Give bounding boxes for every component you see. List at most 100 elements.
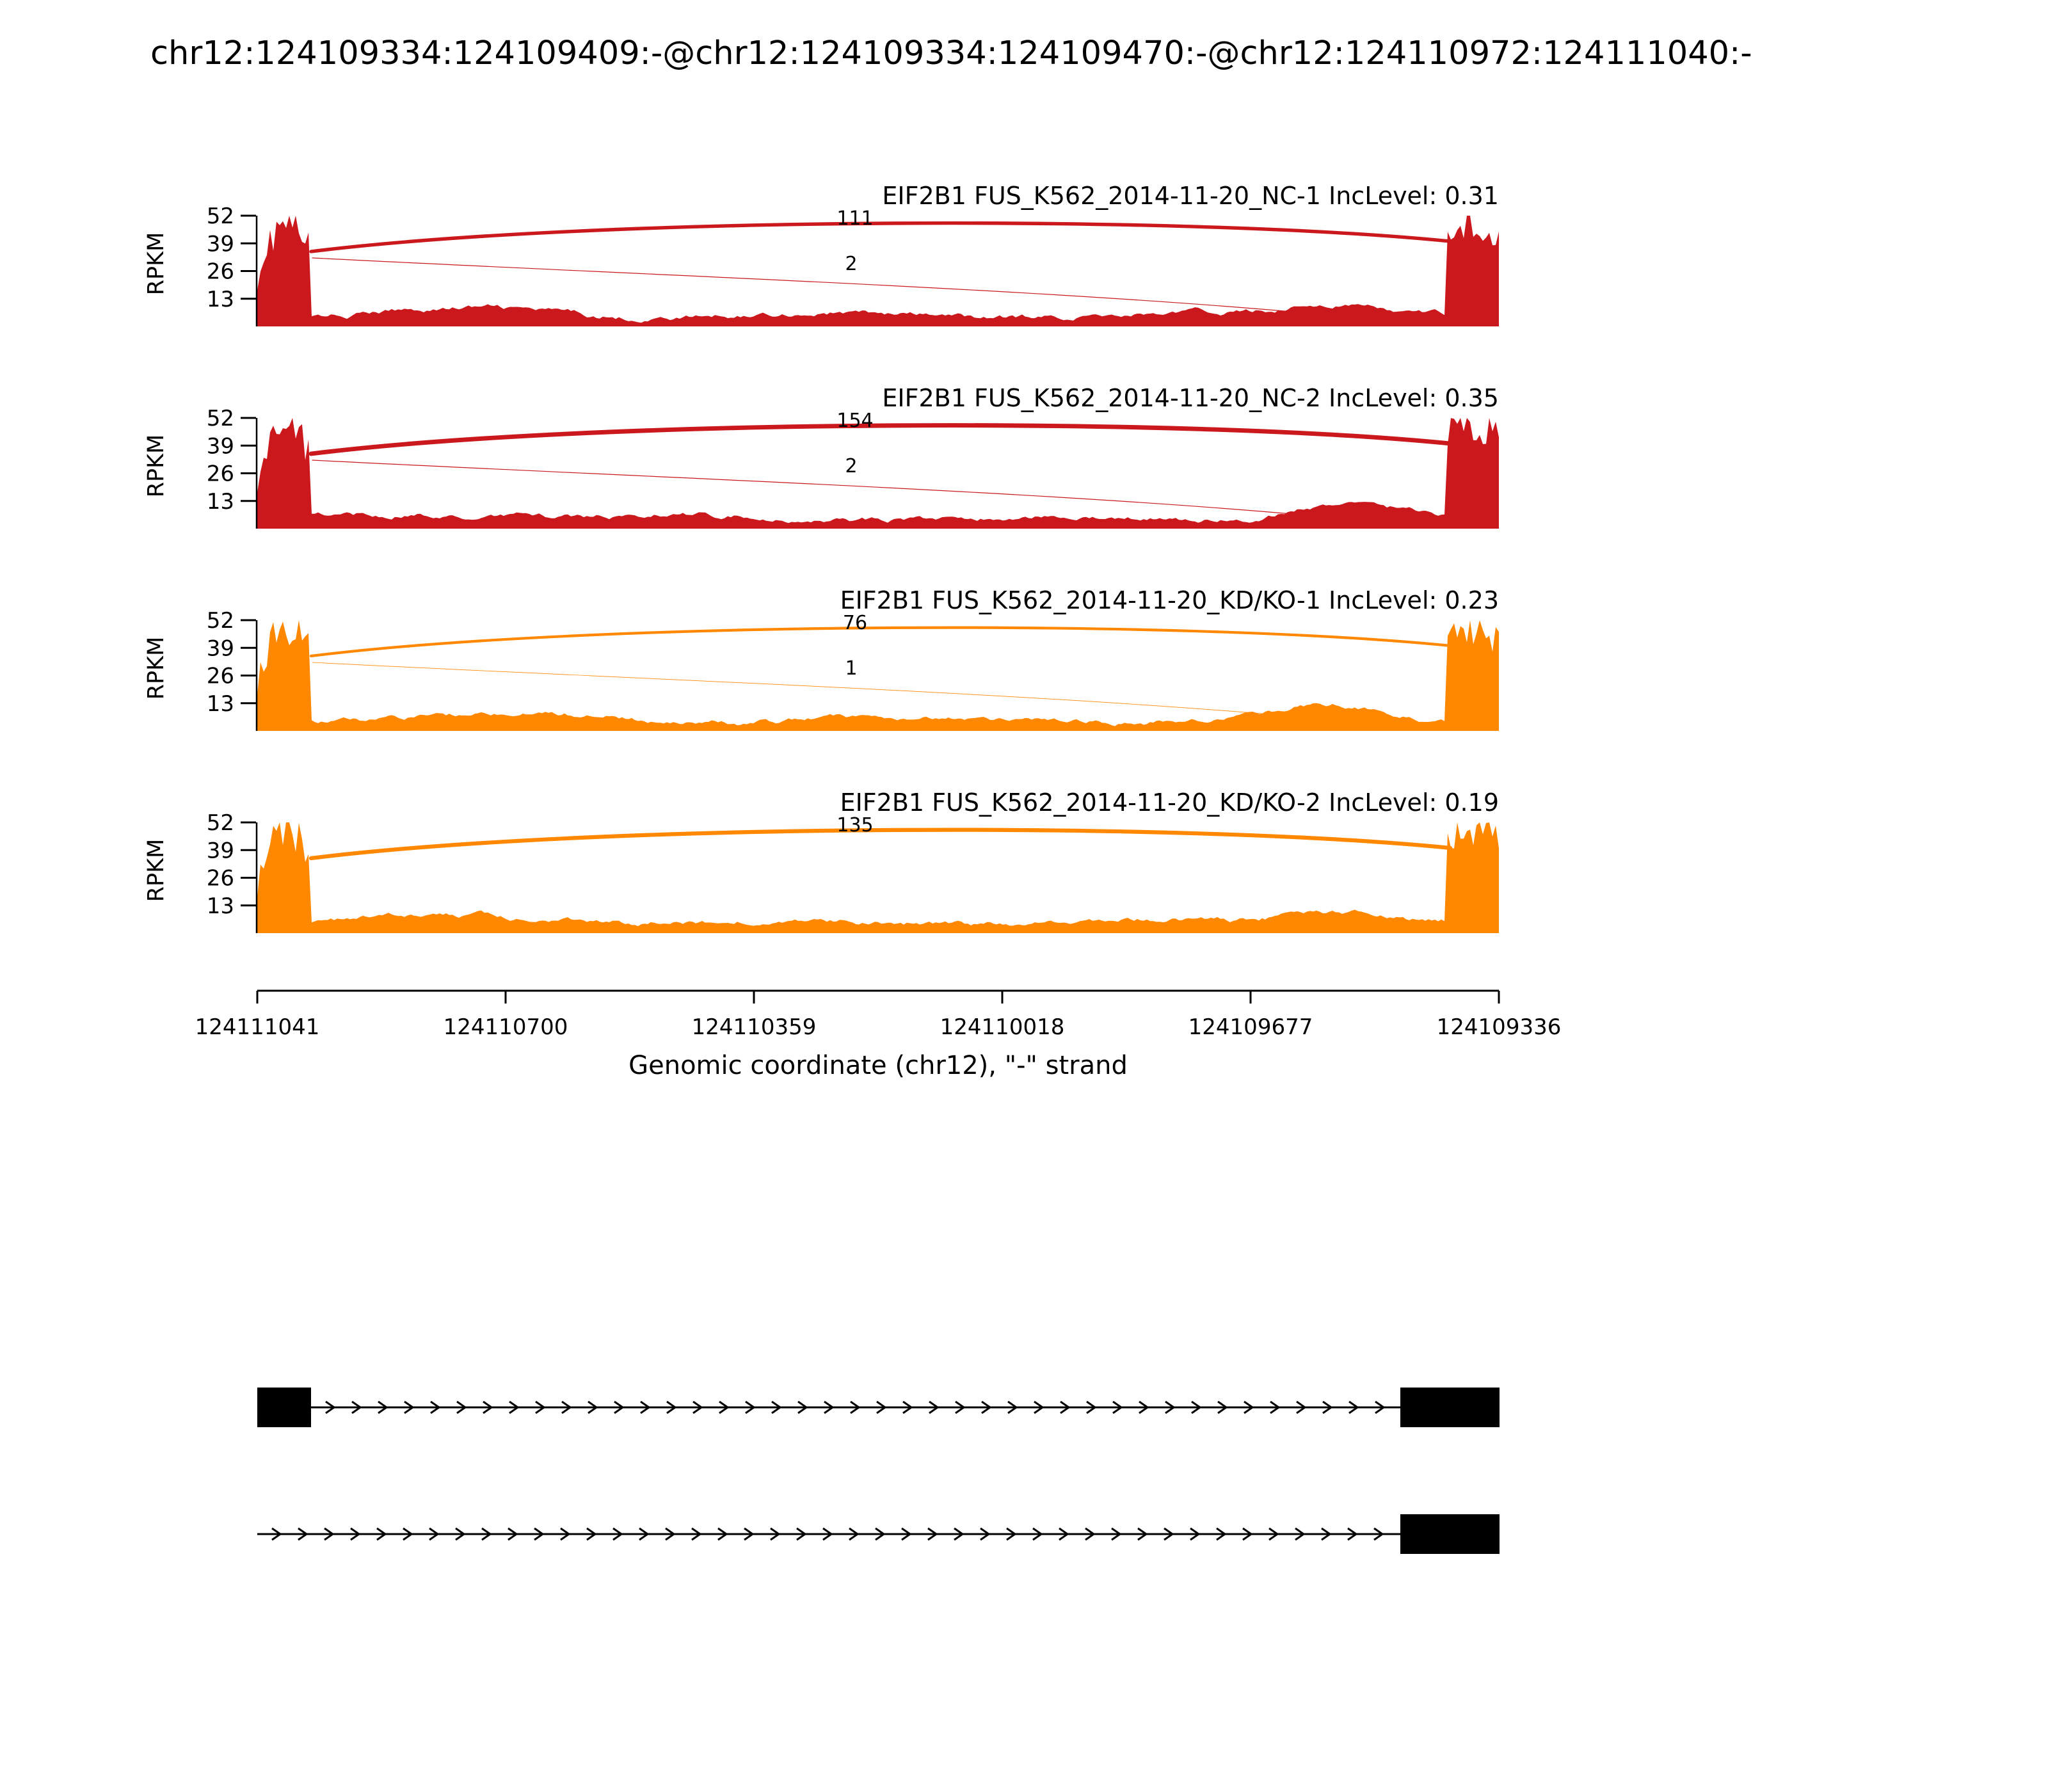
intron-arrow xyxy=(822,1527,833,1541)
junction-count-main: 111 xyxy=(836,207,873,230)
junction-count-main: 135 xyxy=(836,814,873,836)
intron-arrow xyxy=(403,1527,413,1541)
junction-arc-minor xyxy=(312,257,1392,322)
intron-arrow xyxy=(1217,1400,1228,1414)
intron-arrow xyxy=(1060,1400,1071,1414)
xtick-3: 124110018 xyxy=(940,1014,1065,1040)
intron-arrow xyxy=(745,1400,756,1414)
intron-arrow xyxy=(1321,1527,1332,1541)
coverage-area xyxy=(257,418,1499,529)
intron-arrow xyxy=(1268,1527,1279,1541)
intron-arrow xyxy=(796,1527,807,1541)
intron-arrow xyxy=(1348,1400,1359,1414)
track-1: EIF2B1 FUS_K562_2014-11-20_NC-2 IncLevel… xyxy=(143,384,1499,529)
intron-arrow xyxy=(1295,1527,1306,1541)
figure-title: chr12:124109334:124109409:-@chr12:124109… xyxy=(150,35,1752,72)
track-2: EIF2B1 FUS_K562_2014-11-20_KD/KO-1 IncLe… xyxy=(143,586,1499,731)
intron-arrow xyxy=(927,1527,938,1541)
ytick-3: 13 xyxy=(207,287,234,312)
ytick-2: 26 xyxy=(207,259,234,285)
intron-arrow xyxy=(1375,1400,1386,1414)
intron-arrow xyxy=(1270,1400,1281,1414)
junction-arc-main xyxy=(308,828,1453,861)
intron-arrow xyxy=(1086,1400,1097,1414)
intron-arrow xyxy=(719,1400,730,1414)
xtick-2: 124110359 xyxy=(692,1014,817,1040)
intron-arrow xyxy=(535,1400,546,1414)
transcript-inclusion-isoform xyxy=(257,1388,1500,1427)
ytick-0: 52 xyxy=(207,608,234,634)
intron-arrow xyxy=(1112,1400,1123,1414)
transcript-skipping-isoform xyxy=(257,1514,1500,1554)
intron-arrow xyxy=(692,1400,703,1414)
intron-arrow xyxy=(770,1527,781,1541)
x-axis-title: Genomic coordinate (chr12), "-" strand xyxy=(628,1051,1128,1080)
intron-arrow xyxy=(1322,1400,1333,1414)
intron-arrow xyxy=(639,1527,650,1541)
intron-arrow xyxy=(1296,1400,1307,1414)
x-axis: 124111041 124110700 124110359 124110018 … xyxy=(195,989,1562,1080)
intron-arrow xyxy=(456,1400,467,1414)
xtick-0: 124111041 xyxy=(195,1014,320,1040)
junction-count-minor: 2 xyxy=(845,455,857,477)
ytick-0: 52 xyxy=(207,406,234,431)
intron-arrow xyxy=(980,1527,991,1541)
intron-arrow xyxy=(612,1527,623,1541)
transcript-track xyxy=(257,1388,1500,1554)
intron-arrow xyxy=(586,1527,597,1541)
intron-arrow xyxy=(1006,1527,1017,1541)
ytick-3: 13 xyxy=(207,893,234,919)
intron-arrow xyxy=(1032,1527,1043,1541)
coverage-area xyxy=(257,216,1499,326)
intron-arrow xyxy=(849,1527,860,1541)
intron-arrow xyxy=(744,1527,755,1541)
y-axis-title: RPKM xyxy=(143,839,169,902)
intron-arrow xyxy=(666,1400,677,1414)
intron-arrow xyxy=(875,1527,886,1541)
intron-arrow xyxy=(717,1527,728,1541)
intron-arrow xyxy=(1007,1400,1018,1414)
xtick-5: 124109336 xyxy=(1437,1014,1562,1040)
ytick-0: 52 xyxy=(207,810,234,836)
intron-arrow xyxy=(350,1527,361,1541)
xtick-1: 124110700 xyxy=(444,1014,568,1040)
intron-arrow xyxy=(1347,1527,1358,1541)
intron-arrow xyxy=(508,1527,518,1541)
ytick-1: 39 xyxy=(207,433,234,459)
junction-count-minor: 2 xyxy=(845,253,857,275)
intron-arrow xyxy=(1139,1400,1149,1414)
intron-arrow xyxy=(376,1527,387,1541)
junction-count-minor: 1 xyxy=(845,657,857,680)
intron-arrows xyxy=(325,1400,1386,1414)
intron-arrow xyxy=(771,1400,782,1414)
xtick-4: 124109677 xyxy=(1188,1014,1313,1040)
y-axis-title: RPKM xyxy=(143,637,169,700)
intron-arrow xyxy=(455,1527,466,1541)
intron-arrow xyxy=(1373,1527,1384,1541)
exon xyxy=(1400,1388,1500,1427)
intron-arrow xyxy=(876,1400,887,1414)
y-axis-title: RPKM xyxy=(143,435,169,498)
intron-arrow xyxy=(901,1527,912,1541)
ytick-1: 39 xyxy=(207,636,234,661)
coverage-area xyxy=(257,620,1499,731)
intron-arrow xyxy=(850,1400,861,1414)
intron-arrow xyxy=(955,1400,966,1414)
intron-arrow xyxy=(1137,1527,1148,1541)
intron-arrow xyxy=(324,1527,335,1541)
intron-arrow xyxy=(797,1400,808,1414)
track-label: EIF2B1 FUS_K562_2014-11-20_KD/KO-2 IncLe… xyxy=(840,788,1499,817)
intron-arrow xyxy=(1191,1400,1202,1414)
intron-arrow xyxy=(404,1400,415,1414)
intron-arrow xyxy=(561,1400,572,1414)
ytick-0: 52 xyxy=(207,204,234,229)
track-label: EIF2B1 FUS_K562_2014-11-20_KD/KO-1 IncLe… xyxy=(840,586,1499,614)
intron-arrow xyxy=(1164,1527,1174,1541)
intron-arrow xyxy=(378,1400,388,1414)
exon xyxy=(1400,1514,1500,1554)
intron-arrow xyxy=(954,1527,964,1541)
junction-arc-main xyxy=(308,423,1453,456)
intron-arrow xyxy=(1165,1400,1176,1414)
coverage-area xyxy=(257,822,1499,933)
